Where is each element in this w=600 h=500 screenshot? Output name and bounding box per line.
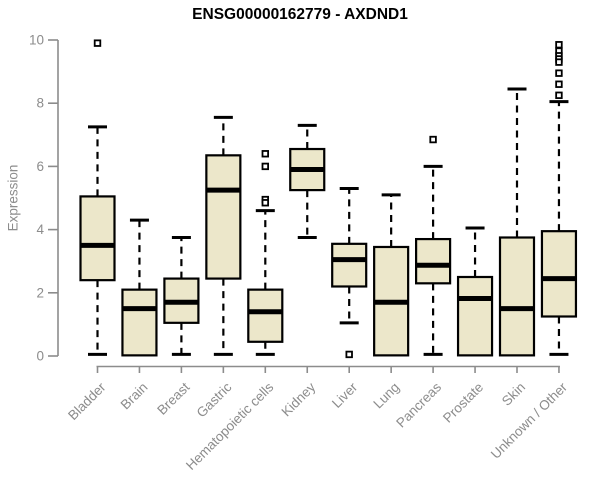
outlier-point [345,350,353,359]
boxplot-box [415,135,452,356]
iqr-box [415,237,452,285]
boxplot-box [79,39,116,356]
y-tick-label: 0 [36,349,44,364]
boxplot-box [205,115,242,356]
iqr-box [456,275,494,357]
outlier-point [555,80,563,88]
boxplot-box [373,193,410,357]
y-tick-label: 6 [36,159,44,174]
x-category-label: Kidney [279,379,319,419]
outlier-point [555,69,563,77]
iqr-box [247,288,284,343]
x-category-label: Skin [499,380,528,409]
x-category-label: Unknown / Other [488,379,571,462]
outlier-point [555,41,563,49]
boxplot-box [289,123,326,239]
outlier-point [261,150,269,158]
iqr-box [331,242,368,288]
boxplot-box [456,226,494,357]
outlier-point [555,58,563,66]
outlier-point [555,91,563,99]
y-axis-label: Expression [5,164,21,232]
x-category-label: Lung [370,380,402,412]
x-category-label: Liver [329,379,361,411]
y-tick-label: 4 [36,222,44,237]
boxplot-box [540,41,578,356]
x-category-label: Pancreas [393,379,444,430]
iqr-box [205,154,242,280]
boxplot-box [331,187,368,359]
boxplot-box [163,236,200,356]
boxplot-box [121,218,158,357]
outlier-point [93,39,102,47]
chart-title: ENSG00000162779 - AXDND1 [192,6,408,23]
iqr-box [540,230,578,318]
boxplot-box [247,150,284,356]
y-tick-label: 8 [36,96,44,111]
x-category-label: Gastric [194,379,235,420]
x-category-label: Prostate [440,380,486,426]
x-category-label: Breast [154,379,192,417]
boxplot-box [498,87,536,357]
outlier-point [261,199,269,207]
iqr-box [121,288,158,357]
iqr-box [498,236,536,357]
iqr-box [79,195,116,282]
x-category-label: Brain [118,380,151,413]
y-tick-label: 2 [36,285,44,300]
outlier-point [261,162,269,171]
x-category-label: Bladder [65,379,109,423]
outlier-point [429,135,437,144]
y-tick-label: 10 [29,33,44,48]
